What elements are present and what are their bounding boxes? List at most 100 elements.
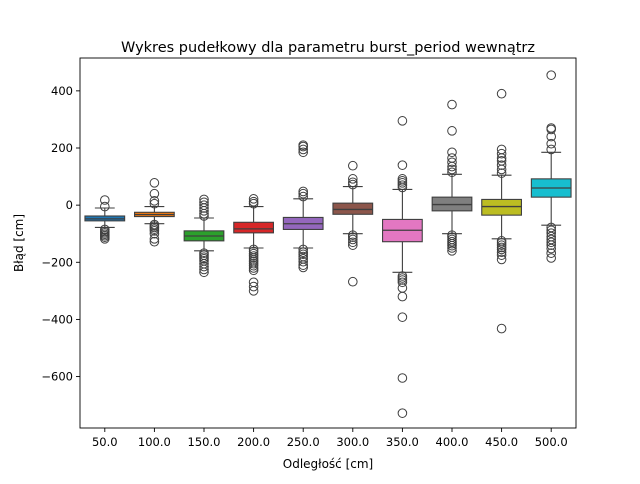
outlier-point: [248, 196, 259, 207]
outlier-point: [298, 244, 309, 255]
x-tick-label: 150.0: [188, 435, 221, 449]
outlier-point: [496, 144, 507, 155]
outlier-point: [298, 140, 309, 150]
y-axis: 400 200 0 −200 −400 −600: [41, 84, 80, 384]
outlier-point: [496, 244, 507, 255]
outlier-point: [447, 153, 457, 163]
outlier-point: [496, 250, 507, 260]
outlier-point: [546, 70, 557, 80]
x-tick-label: 100.0: [138, 435, 171, 449]
outlier-point: [149, 226, 160, 236]
outlier-point: [397, 408, 408, 418]
outlier-point: [546, 225, 557, 236]
box-group-100.0: [134, 178, 175, 247]
outlier-point: [149, 196, 160, 206]
outlier-point: [199, 267, 209, 278]
outlier-point: [149, 198, 160, 209]
outlier-point: [199, 264, 209, 275]
outlier-point: [199, 197, 209, 208]
x-axis-label: Odległość [cm]: [283, 457, 373, 471]
outlier-point: [199, 200, 209, 210]
outlier-point: [496, 168, 507, 178]
outlier-point: [248, 286, 259, 296]
outlier-point: [298, 147, 309, 158]
outlier-point: [546, 138, 557, 149]
box-group-250.0: [282, 140, 324, 273]
outlier-point: [348, 276, 358, 287]
outlier-point: [397, 160, 408, 170]
outlier-point: [149, 228, 160, 239]
outlier-point: [298, 191, 309, 202]
outlier-point: [496, 88, 507, 99]
outlier-point: [397, 116, 408, 126]
outlier-point: [298, 186, 309, 197]
outlier-point: [100, 234, 110, 244]
outlier-point: [397, 277, 408, 288]
outlier-point: [348, 237, 358, 248]
x-tick-label: 400.0: [436, 435, 469, 449]
plot-area: [84, 70, 572, 418]
x-tick-label: 300.0: [336, 435, 369, 449]
outlier-point: [397, 312, 408, 322]
outlier-point: [248, 260, 259, 271]
outlier-point: [348, 234, 358, 245]
y-tick-label: 400: [51, 84, 73, 98]
outlier-point: [248, 265, 259, 276]
box-iqr: [481, 198, 522, 216]
outlier-point: [298, 256, 309, 267]
box-group-400.0: [431, 99, 473, 256]
outlier-point: [546, 237, 557, 248]
y-tick-label: −600: [41, 370, 73, 384]
outlier-point: [447, 167, 457, 178]
outlier-point: [546, 228, 557, 238]
outlier-point: [496, 148, 507, 159]
outlier-point: [447, 126, 457, 136]
box-group-350.0: [382, 116, 423, 418]
outlier-point: [496, 240, 507, 250]
y-tick-label: −400: [41, 312, 73, 326]
outlier-point: [447, 243, 457, 253]
outlier-point: [546, 243, 557, 254]
outlier-point: [199, 211, 209, 221]
x-tick-label: 350.0: [386, 435, 419, 449]
y-tick-label: 0: [66, 198, 73, 212]
outlier-point: [199, 194, 209, 205]
outlier-point: [447, 147, 457, 158]
outlier-point: [546, 222, 557, 233]
outlier-point: [298, 144, 309, 155]
outlier-point: [496, 238, 507, 248]
box-group-450.0: [481, 88, 522, 334]
x-tick-label: 50.0: [92, 435, 118, 449]
box-iqr: [332, 202, 374, 215]
outlier-point: [546, 240, 557, 250]
outlier-point: [248, 194, 259, 204]
outlier-point: [149, 188, 160, 199]
outlier-point: [298, 262, 309, 273]
outlier-point: [496, 323, 507, 334]
outlier-point: [447, 246, 457, 256]
outlier-point: [447, 157, 457, 168]
outlier-point: [149, 236, 160, 247]
outlier-point: [397, 291, 408, 302]
y-axis-label: Błąd [cm]: [12, 214, 26, 272]
y-tick-label: −200: [41, 255, 73, 269]
outlier-point: [546, 123, 557, 133]
outlier-point: [298, 260, 309, 270]
outlier-point: [348, 160, 358, 171]
outlier-point: [348, 177, 358, 188]
outlier-point: [348, 179, 358, 190]
outlier-point: [546, 234, 557, 245]
outlier-point: [447, 99, 457, 110]
box-group-150.0: [183, 194, 225, 278]
outlier-point: [397, 373, 408, 383]
chart-title: Wykres pudełkowy dla parametru burst_per…: [121, 40, 535, 56]
outlier-point: [348, 240, 358, 250]
box-group-300.0: [332, 160, 374, 287]
outlier-point: [447, 164, 457, 175]
x-tick-label: 450.0: [485, 435, 518, 449]
box-group-50.0: [84, 195, 126, 244]
outlier-point: [298, 188, 309, 199]
outlier-point: [397, 174, 408, 184]
x-tick-label: 250.0: [287, 435, 320, 449]
outlier-point: [298, 249, 309, 260]
